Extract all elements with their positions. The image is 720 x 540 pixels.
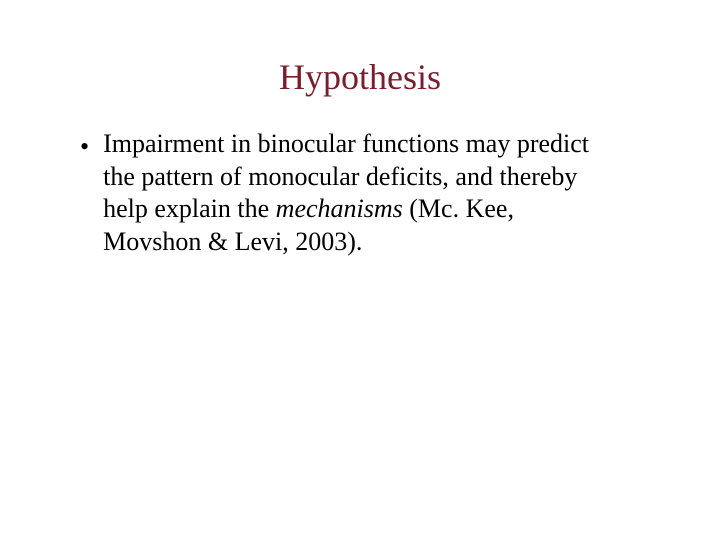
slide-container: Hypothesis • Impairment in binocular fun… <box>0 0 720 540</box>
slide-title: Hypothesis <box>50 56 670 98</box>
bullet-item: • Impairment in binocular functions may … <box>50 128 670 258</box>
bullet-marker: • <box>80 130 89 164</box>
body-text-italic: mechanisms <box>276 194 403 223</box>
bullet-text: Impairment in binocular functions may pr… <box>103 128 610 258</box>
